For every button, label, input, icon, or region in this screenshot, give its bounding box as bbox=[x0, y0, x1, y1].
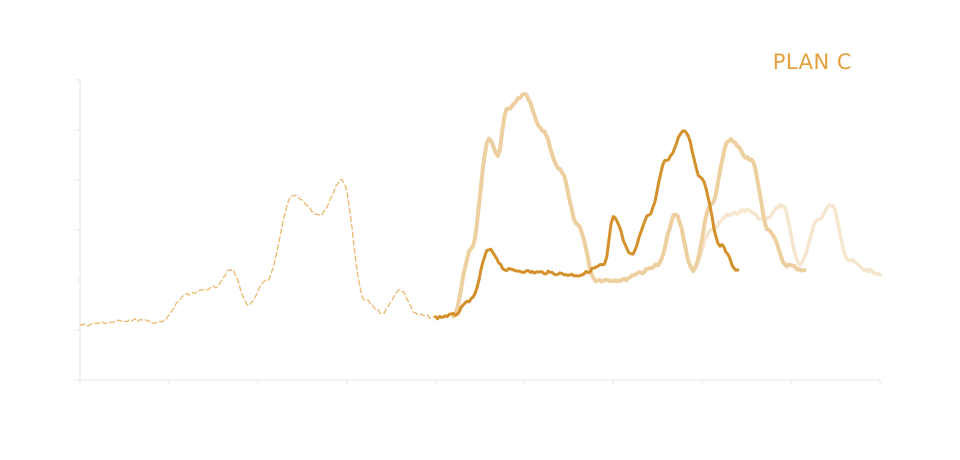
series-line-faded bbox=[451, 92, 807, 319]
series-line-faint bbox=[691, 202, 882, 277]
chart-series-layer bbox=[79, 92, 882, 327]
series-line-main-early bbox=[79, 178, 436, 327]
series-line-main bbox=[434, 129, 740, 321]
chart-axes bbox=[76, 79, 881, 384]
legend-label: PLAN C bbox=[772, 50, 852, 74]
